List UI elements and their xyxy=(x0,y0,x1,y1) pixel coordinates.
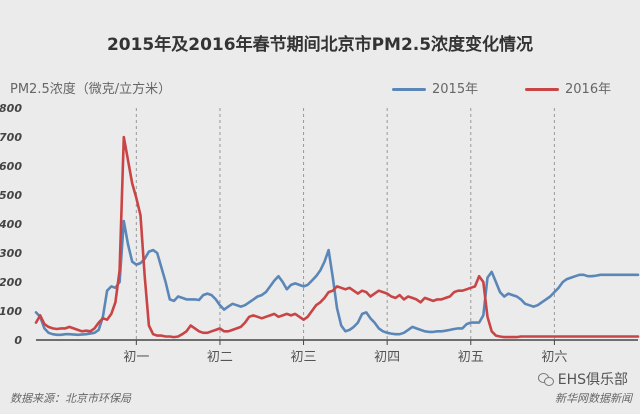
x-tick-label: 初六 xyxy=(541,350,567,365)
data-source: 数据来源：北京市环保局 xyxy=(10,392,131,405)
y-tick-label: 700 xyxy=(0,131,22,144)
legend-swatch-2015 xyxy=(392,88,426,91)
legend-label-2015: 2015年 xyxy=(432,82,479,97)
x-tick-label: 初一 xyxy=(123,350,149,365)
y-tick-label: 300 xyxy=(0,247,22,260)
y-tick-label: 500 xyxy=(0,189,22,202)
y-tick-label: 0 xyxy=(14,334,22,347)
y-tick-label: 600 xyxy=(0,160,22,173)
credit-text: 新华网数据新闻 xyxy=(555,392,632,405)
y-tick-label: 800 xyxy=(0,102,22,115)
legend-label-2016: 2016年 xyxy=(565,82,612,97)
x-tick-label: 初五 xyxy=(458,350,484,365)
x-tick-label: 初二 xyxy=(207,350,233,365)
series-line-2015年 xyxy=(34,219,640,337)
y-tick-label: 100 xyxy=(0,305,22,318)
series-line-2016年 xyxy=(34,135,640,339)
y-tick-label: 400 xyxy=(0,218,22,231)
wechat-badge: EHS俱乐部 xyxy=(537,369,628,389)
legend-swatch-2016 xyxy=(525,88,559,91)
y-axis-label: PM2.5浓度（微克/立方米） xyxy=(10,82,172,97)
y-tick-label: 200 xyxy=(0,276,22,289)
legend-item-2016: 2016年 xyxy=(525,78,611,97)
x-tick-label: 初四 xyxy=(374,350,400,365)
wechat-icon xyxy=(537,373,554,386)
badge-label: EHS俱乐部 xyxy=(557,372,628,388)
x-tick-label: 初三 xyxy=(291,350,317,365)
legend-item-2015: 2015年 xyxy=(392,78,478,97)
chart-title: 2015年及2016年春节期间北京市PM2.5浓度变化情况 xyxy=(106,35,534,55)
